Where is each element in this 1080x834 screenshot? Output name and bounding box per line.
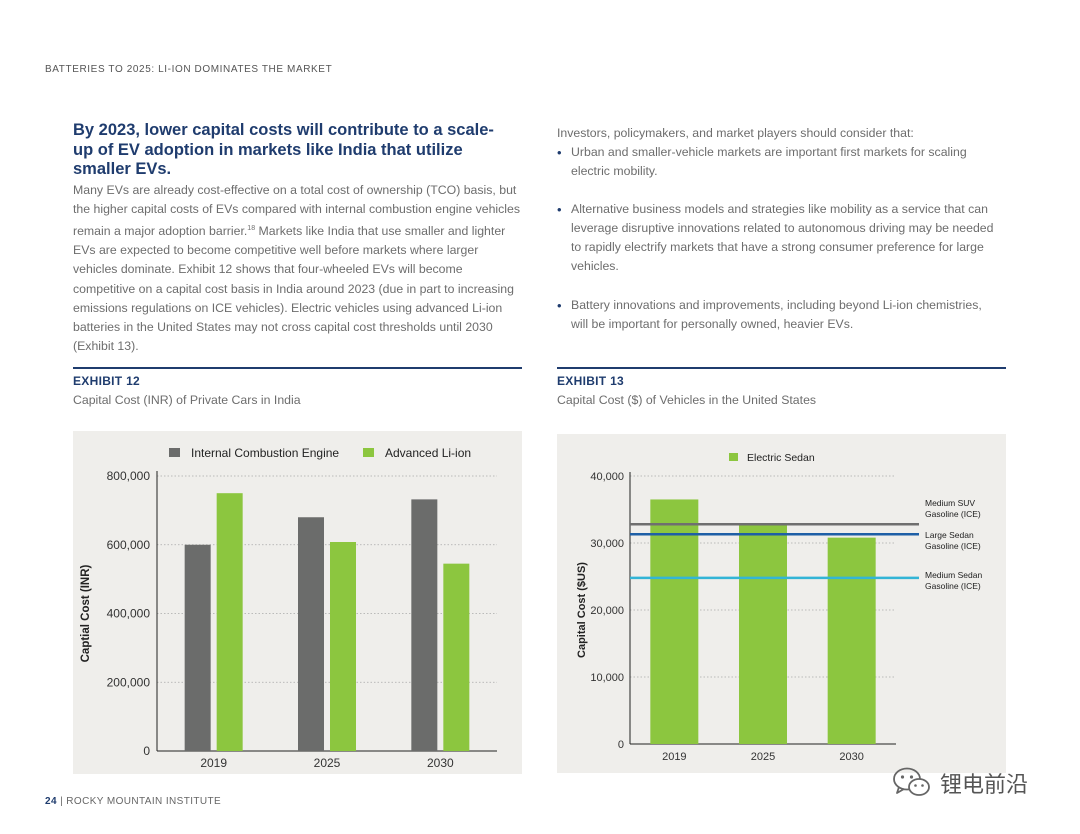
y-tick-label: 600,000 bbox=[107, 538, 151, 552]
exhibit12-chart: 0 200,000 400,000 600,000 800,000 Captial Cos… bbox=[80, 446, 497, 770]
footer-org: | ROCKY MOUNTAIN INSTITUTE bbox=[60, 796, 222, 807]
legend-swatch bbox=[169, 448, 180, 457]
considerations-list: Urban and smaller-vehicle markets are im… bbox=[557, 143, 1002, 353]
y-axis-title: Captial Cost (INR) bbox=[80, 564, 92, 662]
x-tick-label: 2030 bbox=[839, 751, 863, 763]
exhibit12-title: Capital Cost (INR) of Private Cars in In… bbox=[73, 393, 301, 407]
exhibit12-rule bbox=[73, 367, 522, 369]
running-header: BATTERIES TO 2025: LI-ION DOMINATES THE … bbox=[45, 64, 333, 75]
exhibit13-chart: 0 10,000 20,000 30,000 40,000 Capital Cost ($… bbox=[576, 452, 982, 763]
y-tick-label: 30,000 bbox=[590, 538, 624, 550]
considerations-intro: Investors, policymakers, and market play… bbox=[557, 126, 914, 140]
body-text-part-2: Markets like India that use smaller and … bbox=[73, 224, 514, 353]
body-text-part-1: Many EVs are already cost-effective on a… bbox=[73, 183, 521, 239]
x-tick-label: 2030 bbox=[427, 756, 454, 770]
bar-li-ion-2019 bbox=[216, 493, 243, 751]
reference-label: Medium Sedan bbox=[925, 570, 982, 580]
legend-label: Internal Combustion Engine bbox=[191, 446, 339, 460]
legend-swatch bbox=[363, 448, 374, 457]
y-tick-label: 0 bbox=[143, 744, 150, 758]
list-item: Battery innovations and improvements, in… bbox=[557, 296, 1002, 334]
y-tick-label: 40,000 bbox=[590, 471, 624, 483]
exhibit12-label: EXHIBIT 12 bbox=[73, 374, 141, 388]
y-tick-label: 0 bbox=[618, 739, 624, 751]
exhibit13-title: Capital Cost ($) of Vehicles in the Unit… bbox=[557, 393, 817, 407]
x-tick-label: 2019 bbox=[200, 756, 227, 770]
bar-li-ion-2030 bbox=[443, 563, 470, 751]
bar-electric-sedan-2025 bbox=[739, 524, 787, 744]
bar-ice-2019 bbox=[184, 544, 211, 751]
exhibit13-chart-panel: 0 10,000 20,000 30,000 40,000 Capital Cost ($… bbox=[557, 434, 1006, 773]
footnote-ref[interactable]: 18 bbox=[247, 225, 256, 233]
legend-label: Advanced Li-ion bbox=[385, 446, 471, 460]
exhibit13-rule bbox=[557, 367, 1006, 369]
reference-label: Medium SUV bbox=[925, 498, 975, 508]
y-tick-label: 20,000 bbox=[590, 605, 624, 617]
reference-label: Gasoline (ICE) bbox=[925, 509, 981, 519]
bar-electric-sedan-2019 bbox=[650, 499, 699, 744]
exhibit13-label: EXHIBIT 13 bbox=[557, 374, 625, 388]
legend-label: Electric Sedan bbox=[747, 452, 815, 464]
x-tick-label: 2025 bbox=[751, 751, 775, 763]
bar-electric-sedan-2030 bbox=[827, 537, 876, 744]
list-item: Urban and smaller-vehicle markets are im… bbox=[557, 143, 1002, 181]
watermark: 锂电前沿 bbox=[892, 766, 1028, 800]
list-item: Alternative business models and strategi… bbox=[557, 200, 1002, 276]
y-tick-label: 10,000 bbox=[590, 672, 624, 684]
section-heading: By 2023, lower capital costs will contri… bbox=[73, 121, 494, 178]
wechat-icon bbox=[893, 767, 930, 796]
bar-ice-2030 bbox=[411, 499, 438, 751]
page-footer: 24 | ROCKY MOUNTAIN INSTITUTE bbox=[45, 796, 221, 807]
legend-swatch bbox=[729, 453, 738, 461]
x-tick-label: 2025 bbox=[314, 756, 341, 770]
reference-label: Large Sedan bbox=[925, 530, 974, 540]
x-tick-label: 2019 bbox=[662, 751, 686, 763]
reference-label: Gasoline (ICE) bbox=[925, 581, 981, 591]
bar-ice-2025 bbox=[298, 517, 324, 751]
exhibit12-chart-panel: 0 200,000 400,000 600,000 800,000 Captial Cos… bbox=[73, 431, 522, 774]
watermark-text: 锂电前沿 bbox=[940, 773, 1029, 798]
y-tick-label: 400,000 bbox=[107, 607, 151, 621]
y-axis-title: Capital Cost ($US) bbox=[576, 562, 588, 658]
body-paragraph: Many EVs are already cost-effective on a… bbox=[73, 181, 523, 356]
reference-label: Gasoline (ICE) bbox=[925, 541, 981, 551]
bar-li-ion-2025 bbox=[330, 542, 356, 751]
page-number: 24 bbox=[45, 796, 57, 807]
y-tick-label: 200,000 bbox=[107, 675, 151, 689]
y-tick-label: 800,000 bbox=[107, 469, 151, 483]
